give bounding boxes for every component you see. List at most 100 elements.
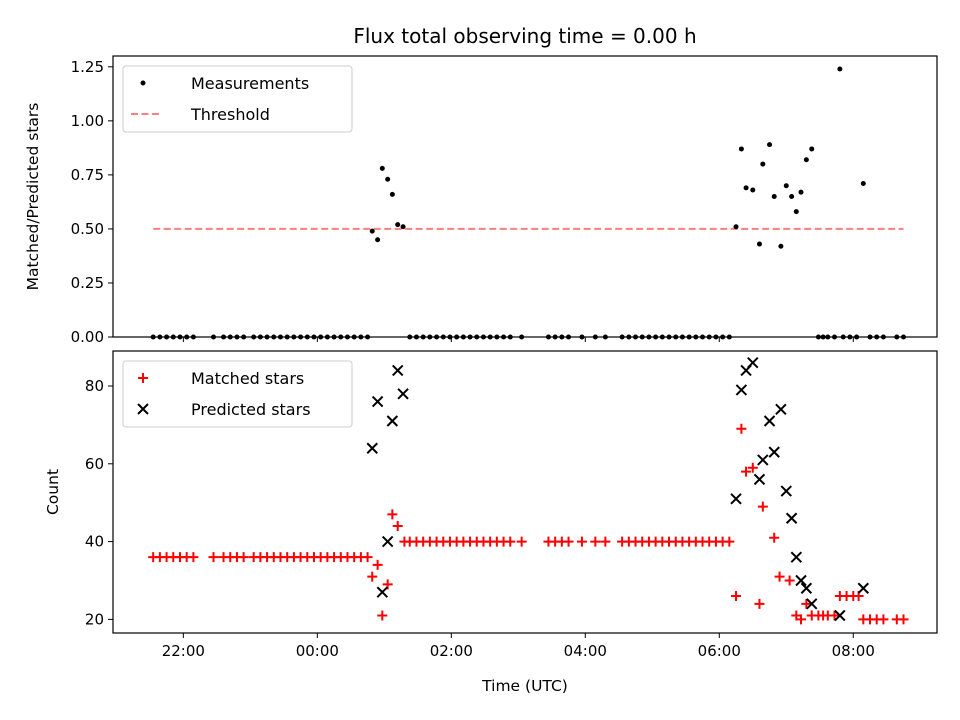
predicted-stars-point	[834, 609, 846, 622]
predicted-stars-point	[397, 388, 409, 400]
matched-stars-point	[878, 614, 889, 625]
matched-stars-point	[367, 571, 378, 582]
legend-box	[122, 65, 353, 133]
measurement-point	[738, 146, 744, 152]
measurement-point	[733, 224, 739, 230]
y-tick-label: 0.25	[71, 274, 104, 292]
y-tick-label: 60	[85, 455, 104, 473]
y-axis-label: Matched/Predicted stars	[24, 103, 42, 291]
y-tick-label: 0.50	[71, 220, 104, 238]
predicted-stars-point	[757, 454, 769, 466]
measurement-point	[395, 222, 401, 228]
measurement-point	[793, 209, 799, 215]
legend-label: Threshold	[190, 105, 270, 124]
predicted-stars-point	[790, 551, 803, 563]
y-tick-label: 1.25	[71, 58, 104, 76]
matched-stars-point	[505, 536, 516, 547]
matched-stars-point	[741, 466, 752, 477]
measurement-point	[750, 187, 756, 193]
measurement-point	[767, 142, 773, 148]
legend-label: Predicted stars	[191, 400, 311, 419]
measurement-point	[389, 191, 395, 197]
legend: Measurements Threshold	[122, 65, 353, 133]
legend-marker-dot	[140, 80, 146, 86]
predicted-stars-point	[735, 384, 748, 396]
predicted-stars-point	[381, 535, 394, 548]
x-tick-label: 08:00	[832, 642, 875, 660]
matched-stars-point	[377, 610, 388, 621]
measurement-point	[760, 161, 766, 167]
y-axis-label: Count	[44, 469, 62, 515]
x-tick-label: 04:00	[564, 642, 607, 660]
measurement-point	[400, 224, 406, 230]
y-tick-label: 0.00	[71, 328, 104, 346]
matched-stars-point	[731, 591, 742, 602]
y-tick-label: 1.00	[71, 112, 104, 130]
y-tick-label: 40	[85, 533, 104, 551]
predicted-stars-point	[768, 446, 780, 458]
matched-stars-point	[784, 575, 795, 586]
matched-stars-point	[600, 536, 611, 547]
predicted-stars-point	[392, 364, 404, 377]
predicted-stars-point	[366, 442, 378, 454]
measurement-point	[809, 146, 815, 152]
predicted-stars-point	[775, 403, 787, 416]
x-tick-label: 06:00	[698, 642, 741, 660]
matched-stars-point	[774, 571, 785, 582]
matched-stars-point	[757, 501, 768, 512]
measurement-point	[771, 194, 777, 199]
measurement-point	[743, 185, 749, 191]
predicted-stars-point	[780, 485, 792, 497]
measurement-point	[798, 189, 804, 195]
matched-stars-point	[372, 559, 383, 570]
matched-stars-point	[898, 614, 909, 625]
y-tick-label: 0.75	[71, 166, 104, 184]
measurement-point	[375, 237, 381, 243]
axes-frame	[112, 350, 938, 634]
matched-stars-point	[747, 462, 758, 473]
matched-stars-point	[724, 536, 735, 547]
measurement-point	[385, 176, 391, 182]
measurement-point	[837, 66, 843, 72]
matched-stars-point	[516, 536, 527, 547]
predicted-stars-point	[785, 512, 798, 524]
matched-stars-point	[188, 552, 199, 563]
x-tick-label: 00:00	[296, 642, 339, 660]
predicted-stars-point	[806, 598, 818, 610]
count-plot: 20 40 60 80 22:00 00:00 02:00 04:00 06:00 08:00 Co…	[44, 350, 938, 660]
matched-stars-point	[208, 552, 219, 563]
predicted-stars-point	[386, 415, 399, 427]
x-axis-label: Time (UTC)	[481, 677, 568, 695]
matched-stars-point	[796, 614, 807, 625]
measurement-point	[789, 194, 795, 199]
legend: Matched stars Predicted stars	[122, 360, 353, 428]
matched-stars-point	[754, 598, 765, 609]
axes-frame	[112, 55, 938, 338]
x-tick-label: 02:00	[430, 642, 473, 660]
matched-stars-point	[801, 598, 812, 609]
predicted-stars-point	[800, 582, 813, 594]
measurement-point	[778, 243, 784, 249]
matched-stars-point	[387, 509, 398, 520]
predicted-stars-point	[730, 493, 742, 505]
legend-box	[122, 360, 353, 428]
measurement-point	[860, 181, 866, 187]
chart-title: Flux total observing time = 0.00 h	[353, 24, 696, 48]
matched-stars-point	[392, 521, 403, 532]
matched-stars-point	[576, 536, 587, 547]
predicted-stars-point	[857, 582, 870, 594]
measurement-point	[379, 165, 385, 171]
measurement-point	[369, 228, 375, 234]
matched-stars-point	[563, 536, 574, 547]
matched-stars-point	[590, 536, 601, 547]
measurement-point	[756, 241, 762, 247]
predicted-stars-point	[371, 395, 384, 408]
legend-marker-x	[137, 403, 149, 415]
ratio-plot: 0.00 0.25 0.50 0.75 1.00 1.25 Matched/Predicte…	[24, 55, 938, 346]
measurement-point	[803, 157, 809, 163]
predicted-stars-point	[376, 586, 389, 598]
x-tick-label: 22:00	[162, 642, 205, 660]
legend-marker-plus	[138, 373, 148, 383]
matched-stars-point	[238, 552, 249, 563]
